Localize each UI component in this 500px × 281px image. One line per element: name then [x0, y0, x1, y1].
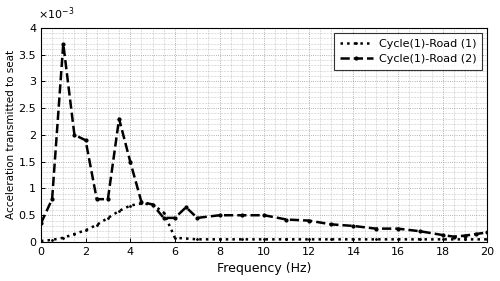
Cycle(1)-Road (2) — [473, 232, 479, 236]
Cycle(1)-Road (2) — [306, 219, 312, 222]
Cycle(1)-Road (1) — [116, 209, 122, 213]
Cycle(1)-Road (1) — [72, 232, 78, 236]
Cycle(1)-Road (1) — [306, 238, 312, 241]
Cycle(1)-Road (2) — [116, 117, 122, 121]
Cycle(1)-Road (2) — [451, 235, 457, 238]
Cycle(1)-Road (1) — [82, 228, 88, 232]
Cycle(1)-Road (1) — [216, 238, 222, 241]
Cycle(1)-Road (1) — [462, 238, 468, 241]
Cycle(1)-Road (2) — [284, 218, 290, 221]
Cycle(1)-Road (1) — [150, 203, 156, 206]
Cycle(1)-Road (1) — [350, 238, 356, 241]
Cycle(1)-Road (2) — [49, 198, 55, 201]
Cycle(1)-Road (1) — [49, 238, 55, 242]
X-axis label: Frequency (Hz): Frequency (Hz) — [217, 262, 312, 275]
Cycle(1)-Road (1) — [172, 236, 178, 239]
Cycle(1)-Road (1) — [239, 238, 245, 241]
Cycle(1)-Road (2) — [261, 214, 267, 217]
Cycle(1)-Road (1) — [484, 238, 490, 241]
Cycle(1)-Road (2) — [127, 160, 133, 163]
Cycle(1)-Road (2) — [94, 198, 100, 201]
Cycle(1)-Road (2) — [150, 203, 156, 206]
Cycle(1)-Road (1) — [373, 238, 379, 241]
Cycle(1)-Road (2) — [328, 223, 334, 226]
Cycle(1)-Road (2) — [160, 216, 166, 220]
Cycle(1)-Road (2) — [172, 216, 178, 220]
Cycle(1)-Road (2) — [440, 234, 446, 237]
Cycle(1)-Road (1) — [160, 211, 166, 214]
Cycle(1)-Road (2) — [60, 42, 66, 46]
Cycle(1)-Road (1) — [284, 238, 290, 241]
Cycle(1)-Road (2) — [418, 230, 424, 233]
Cycle(1)-Road (2) — [72, 133, 78, 137]
Line: Cycle(1)-Road (1): Cycle(1)-Road (1) — [40, 202, 489, 242]
Cycle(1)-Road (2) — [183, 205, 189, 209]
Cycle(1)-Road (1) — [194, 238, 200, 241]
Cycle(1)-Road (2) — [350, 224, 356, 228]
Cycle(1)-Road (2) — [462, 234, 468, 237]
Cycle(1)-Road (1) — [94, 223, 100, 226]
Cycle(1)-Road (1) — [105, 216, 111, 220]
Cycle(1)-Road (2) — [82, 139, 88, 142]
Line: Cycle(1)-Road (2): Cycle(1)-Road (2) — [38, 41, 490, 239]
Cycle(1)-Road (1) — [440, 238, 446, 241]
Cycle(1)-Road (2) — [373, 227, 379, 230]
Cycle(1)-Road (1) — [138, 202, 144, 205]
Cycle(1)-Road (1) — [127, 204, 133, 207]
Cycle(1)-Road (1) — [328, 238, 334, 241]
Cycle(1)-Road (2) — [239, 214, 245, 217]
Cycle(1)-Road (1) — [60, 236, 66, 239]
Cycle(1)-Road (2) — [216, 214, 222, 217]
Cycle(1)-Road (1) — [418, 238, 424, 241]
Cycle(1)-Road (2) — [194, 216, 200, 220]
Cycle(1)-Road (2) — [105, 198, 111, 201]
Cycle(1)-Road (2) — [395, 227, 401, 230]
Cycle(1)-Road (2) — [484, 231, 490, 234]
Y-axis label: Acceleration transmitted to seat: Acceleration transmitted to seat — [6, 50, 16, 219]
Legend: Cycle(1)-Road (1), Cycle(1)-Road (2): Cycle(1)-Road (1), Cycle(1)-Road (2) — [334, 33, 482, 70]
Cycle(1)-Road (2) — [38, 222, 44, 225]
Cycle(1)-Road (2) — [138, 200, 144, 203]
Cycle(1)-Road (1) — [38, 239, 44, 243]
Text: $\times 10^{-3}$: $\times 10^{-3}$ — [38, 6, 74, 22]
Cycle(1)-Road (1) — [261, 238, 267, 241]
Cycle(1)-Road (1) — [395, 238, 401, 241]
